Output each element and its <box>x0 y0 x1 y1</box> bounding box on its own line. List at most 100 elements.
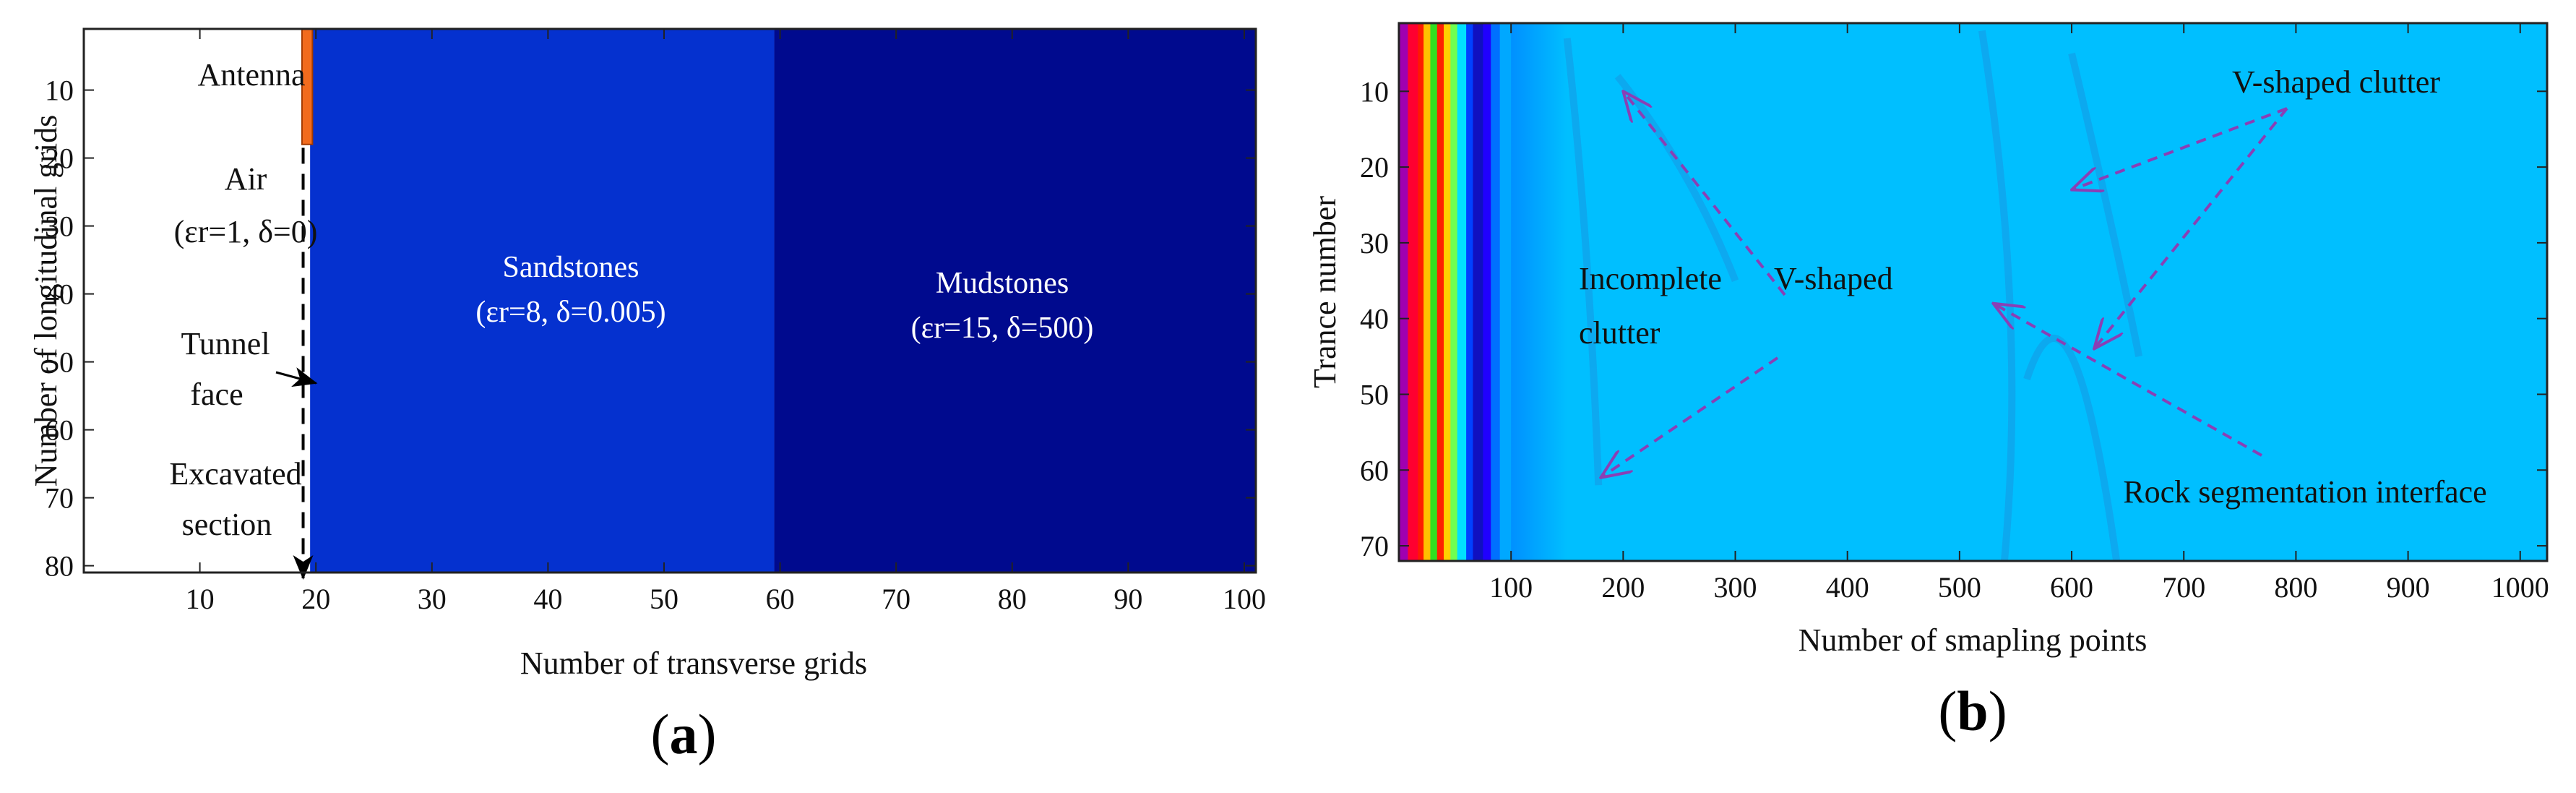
panel-a: 10 20 30 40 50 60 70 80 90 100 10 20 30 40 50 60 70 80 A… <box>28 27 1266 766</box>
x-tick-label: 1000 <box>2491 571 2549 604</box>
annotation-arrows <box>1601 91 2288 478</box>
y-tick-label: 60 <box>45 414 74 447</box>
panel-label-a-letter: a <box>670 703 698 766</box>
direct-wave-band <box>1457 23 1467 561</box>
panel-label-b: (b) <box>1938 680 2007 742</box>
x-tick-label: 40 <box>533 583 562 615</box>
x-axis-label-b: Number of smapling points <box>1799 622 2148 658</box>
incomplete-label: Incomplete <box>1579 261 1722 296</box>
region-sandstones <box>310 29 775 573</box>
y-tick-label: 70 <box>45 482 74 515</box>
direct-wave-band <box>1418 23 1424 561</box>
clutter-trace <box>2023 335 2121 562</box>
y-tick-label: 20 <box>45 142 74 175</box>
mudstones-label: Mudstones <box>936 267 1069 300</box>
excavated-label: Excavated <box>169 456 301 492</box>
y-tick-label: 20 <box>1360 151 1389 184</box>
axes-frame-a <box>82 27 1257 574</box>
y-tick-label: 30 <box>1360 227 1389 260</box>
direct-wave-band <box>1473 23 1483 561</box>
model-regions <box>84 29 1256 573</box>
x-tick-label: 60 <box>766 583 795 615</box>
y-tick-label: 30 <box>45 210 74 243</box>
direct-wave-band <box>1444 23 1451 561</box>
direct-wave-band <box>1491 23 1501 561</box>
direct-wave-band <box>1483 23 1491 561</box>
annotation-arrow <box>2072 107 2288 190</box>
rock-interface-label: Rock segmentation interface <box>2123 474 2486 510</box>
y-axis-label-b: Trance number <box>1307 196 1343 388</box>
x-tick-label: 400 <box>1826 571 1869 604</box>
y-tick-label: 50 <box>45 346 74 379</box>
y-tick-label: 80 <box>45 550 74 583</box>
x-tick-label: 70 <box>882 583 910 615</box>
x-tick-label: 10 <box>186 583 215 615</box>
y-ticks-a: 10 20 30 40 50 60 70 80 <box>45 74 1256 583</box>
annotation-arrow <box>1623 91 1786 296</box>
x-ticks-a: 10 20 30 40 50 60 70 80 90 100 <box>186 29 1266 615</box>
x-tick-label: 100 <box>1489 571 1533 604</box>
incomplete-clutter-label: clutter <box>1579 315 1660 351</box>
y-tick-label: 60 <box>1360 454 1389 486</box>
annotation-arrow <box>1601 356 1779 478</box>
direct-wave-band <box>1436 23 1444 561</box>
y-tick-label: 10 <box>45 74 74 107</box>
panel-label-b-close: ) <box>1989 680 2007 742</box>
panel-label-b-open: ( <box>1938 680 1957 742</box>
x-tick-label: 20 <box>301 583 330 615</box>
direct-wave-band <box>1466 23 1473 561</box>
axes-frame-b <box>1397 22 2549 562</box>
region-mudstones <box>774 29 1256 573</box>
y-tick-label: 50 <box>1360 378 1389 411</box>
direct-wave-band <box>1430 23 1438 561</box>
panel-label-a-close: ) <box>698 703 717 766</box>
y-tick-label: 40 <box>45 278 74 311</box>
mudstones-params: (εr=15, δ=500) <box>911 312 1094 345</box>
y-tick-label: 10 <box>1360 75 1389 108</box>
incomplete-v-shaped-label: V-shaped <box>1774 261 1893 296</box>
clutter-trace <box>2068 52 2143 358</box>
y-ticks-b: 10 20 30 40 50 60 70 <box>1360 75 2547 562</box>
x-tick-label: 500 <box>1938 571 1981 604</box>
y-tick-label: 70 <box>1360 530 1389 562</box>
x-tick-label: 900 <box>2387 571 2430 604</box>
x-tick-label: 100 <box>1223 583 1266 615</box>
x-tick-label: 50 <box>650 583 679 615</box>
direct-wave-band <box>1499 23 1512 561</box>
x-tick-label: 300 <box>1714 571 1757 604</box>
y-axis-label-a: Number of longitudinal grids <box>28 115 64 487</box>
direct-wave-fade <box>1511 23 1567 561</box>
panel-b: 100 200 300 400 500 600 700 800 900 1000 10 20 30 40… <box>1307 22 2549 742</box>
x-axis-label-a: Number of transverse grids <box>520 646 867 681</box>
x-tick-label: 600 <box>2050 571 2093 604</box>
air-label: Air <box>225 161 267 197</box>
tunnel-face-label: Tunnel <box>181 326 270 361</box>
x-tick-label: 80 <box>998 583 1027 615</box>
x-tick-label: 30 <box>418 583 447 615</box>
direct-wave-band <box>1450 23 1458 561</box>
sandstones-params: (εr=8, δ=0.005) <box>475 296 665 329</box>
antenna-label: Antenna <box>197 57 305 93</box>
tunnel-face-label-2: face <box>190 377 243 412</box>
panel-label-b-letter: b <box>1957 680 1988 742</box>
tunnel-face-arrow <box>275 367 318 387</box>
direct-wave-band <box>1399 23 1408 561</box>
v-shaped-clutter-label: V-shaped clutter <box>2232 64 2440 100</box>
excavated-label-2: section <box>182 507 272 542</box>
direct-wave-band <box>1423 23 1431 561</box>
x-tick-label: 90 <box>1113 583 1142 615</box>
region-air <box>84 29 311 573</box>
clutter-trace <box>1563 38 1603 486</box>
x-tick-label: 200 <box>1601 571 1645 604</box>
y-tick-label: 40 <box>1360 303 1389 335</box>
panel-label-a-open: ( <box>651 703 670 766</box>
x-tick-label: 800 <box>2274 571 2317 604</box>
sandstones-label: Sandstones <box>503 251 639 284</box>
air-params: (εr=1, δ=0) <box>174 214 318 249</box>
direct-wave-band <box>1408 23 1418 561</box>
direct-wave-bands <box>1399 23 1512 561</box>
x-ticks-b: 100 200 300 400 500 600 700 800 900 1000 <box>1489 23 2549 604</box>
panel-label-a: (a) <box>651 703 717 766</box>
x-tick-label: 700 <box>2162 571 2205 604</box>
